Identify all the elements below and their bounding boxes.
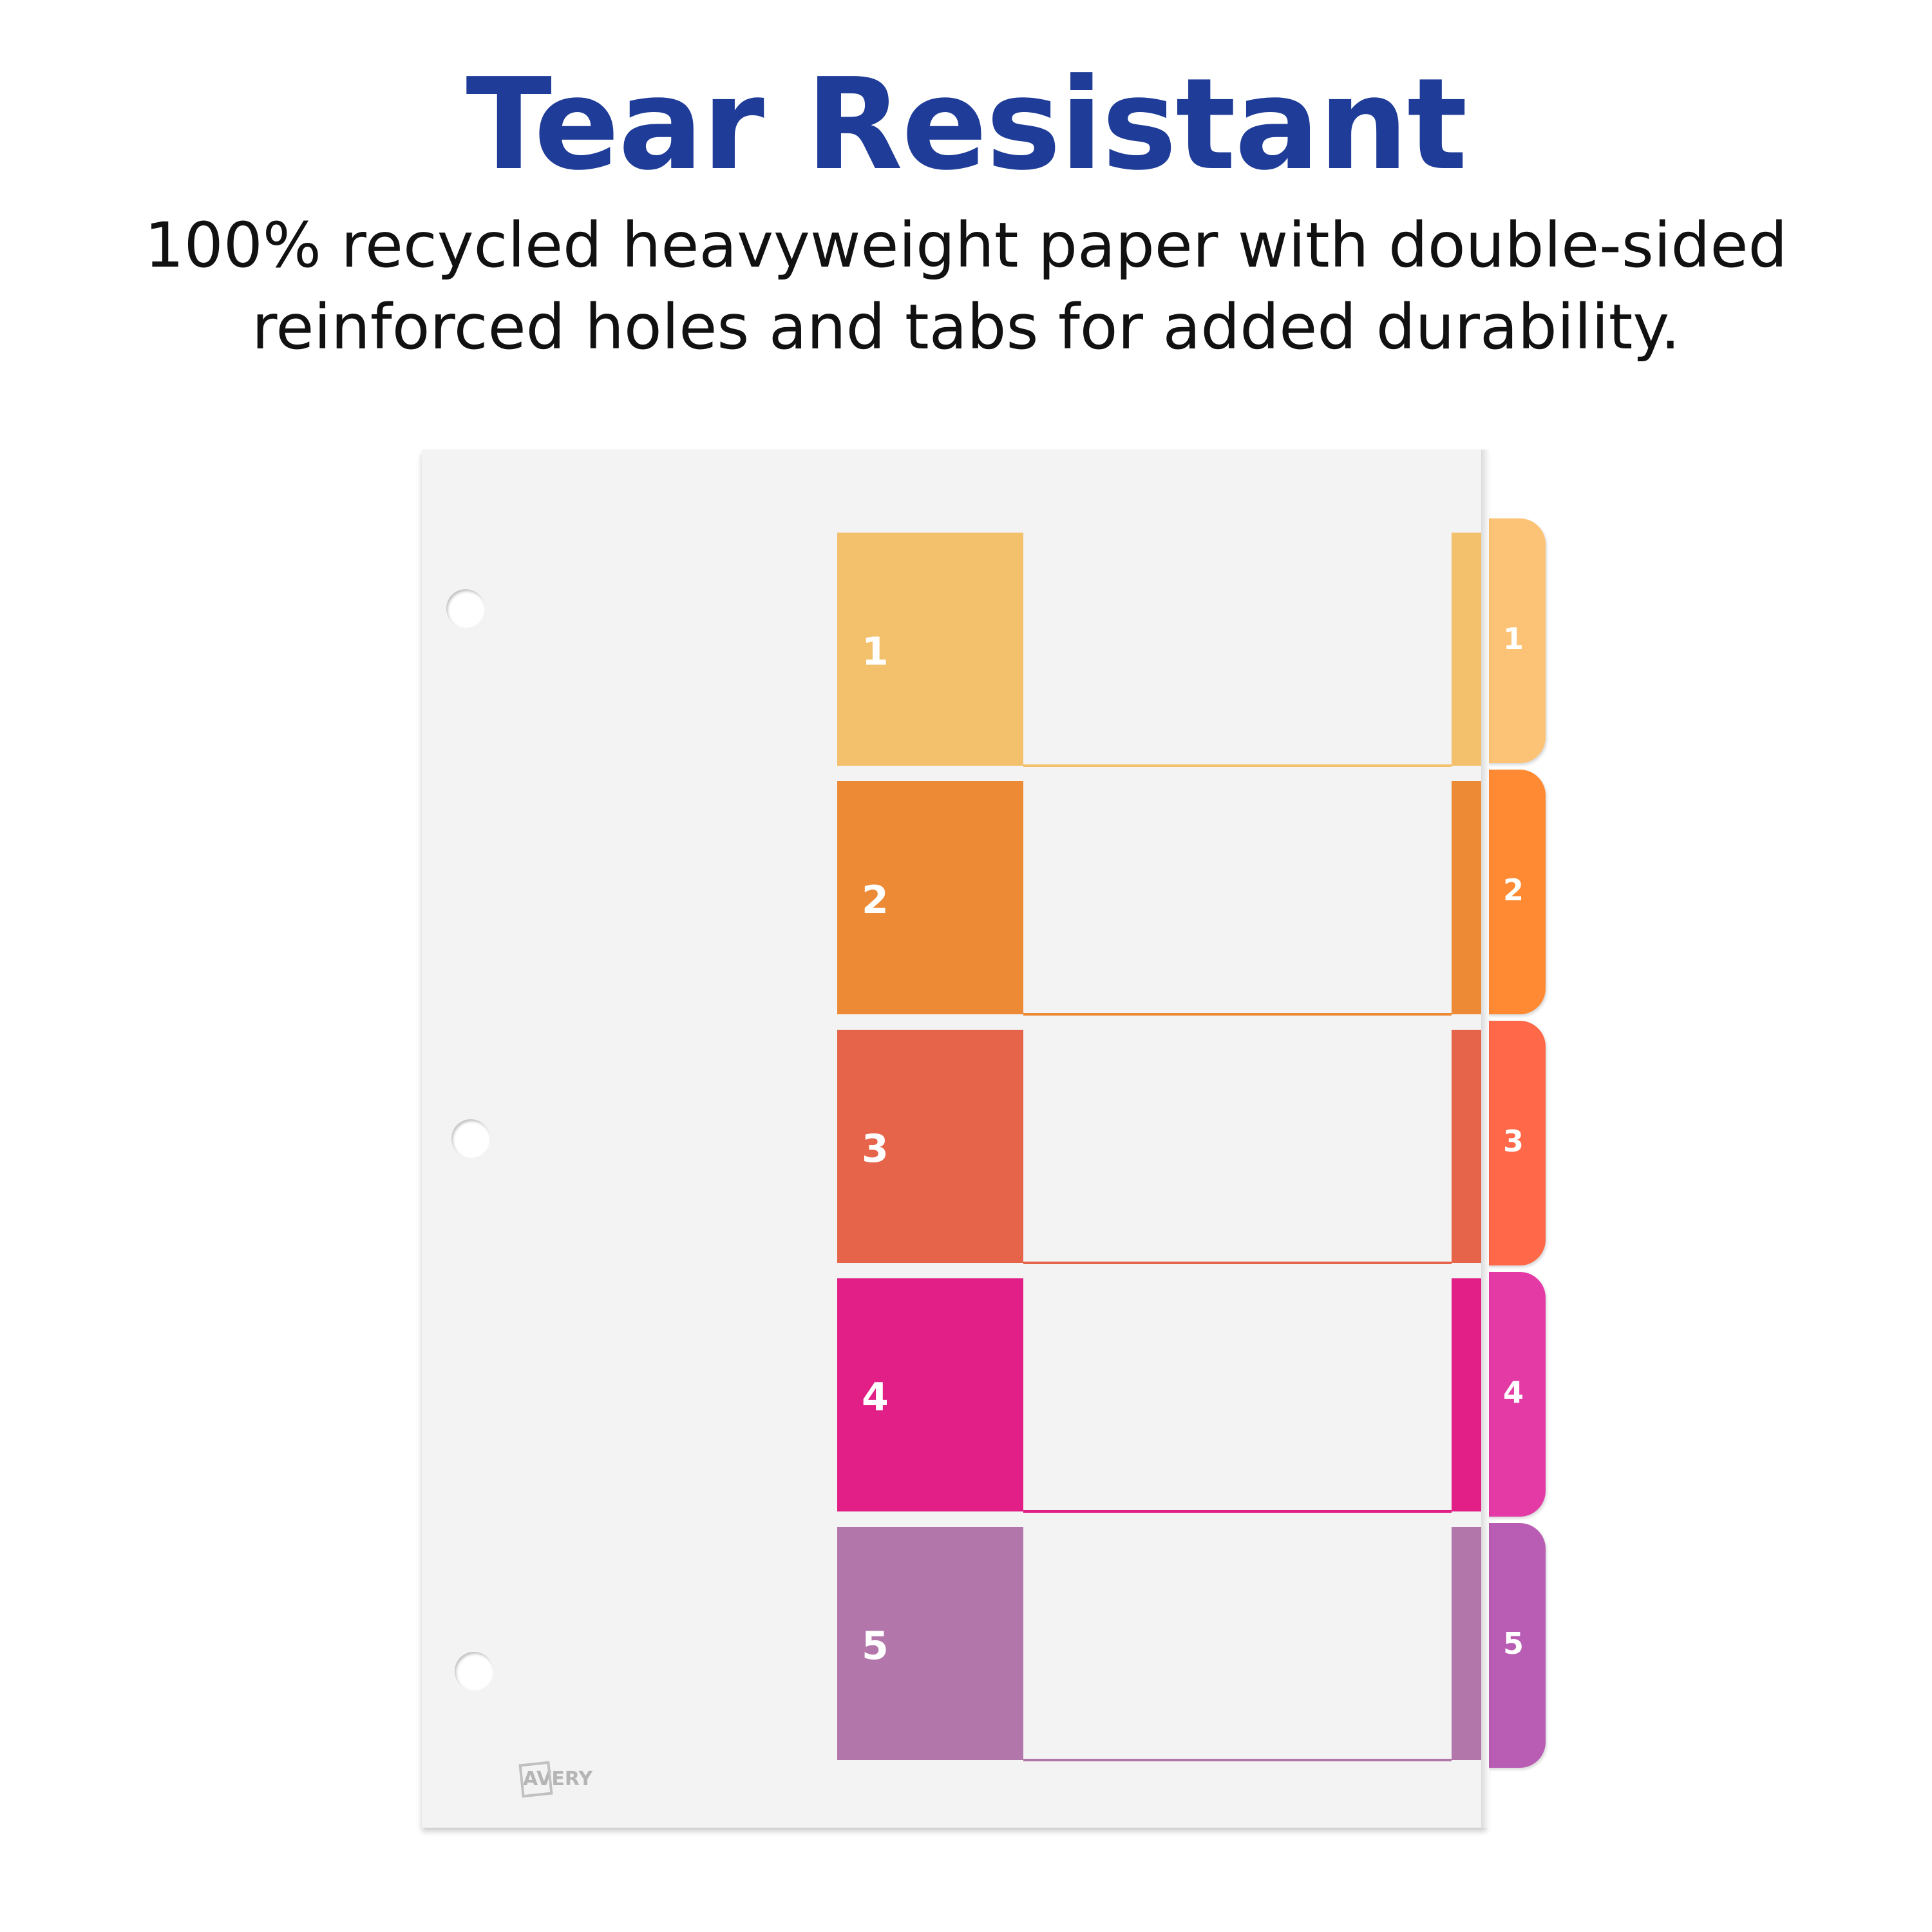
row-underline — [1023, 1262, 1452, 1264]
avery-logo: AVERY — [523, 1768, 593, 1790]
divider-tab-5[interactable]: 5 — [1488, 1523, 1546, 1768]
divider-tab-1[interactable]: 1 — [1488, 518, 1546, 763]
tab-label: 1 — [1502, 621, 1524, 656]
punch-hole — [446, 589, 485, 628]
tab-label: 4 — [1502, 1375, 1524, 1410]
punch-hole — [455, 1652, 493, 1690]
headline: Tear Resistant — [466, 52, 1467, 198]
row-edge-strip — [1452, 533, 1481, 766]
row-edge-strip — [1452, 1527, 1481, 1760]
divider-tab-4[interactable]: 4 — [1488, 1272, 1546, 1517]
subtitle-line-2: reinforced holes and tabs for added dura… — [251, 291, 1681, 363]
tab-row-color-block: 5 — [837, 1527, 1023, 1760]
row-underline — [1023, 1759, 1452, 1761]
row-number: 4 — [862, 1375, 889, 1420]
tab-row-color-block: 1 — [837, 533, 1023, 766]
row-number: 5 — [862, 1624, 889, 1669]
tab-label: 3 — [1502, 1124, 1524, 1159]
row-edge-strip — [1452, 781, 1481, 1014]
row-underline — [1023, 1510, 1452, 1513]
row-number: 2 — [862, 878, 889, 923]
row-number: 1 — [862, 629, 889, 674]
row-underline — [1023, 1013, 1452, 1016]
tab-label: 2 — [1502, 873, 1524, 907]
tab-row-color-block: 3 — [837, 1030, 1023, 1263]
row-underline — [1023, 764, 1452, 767]
tab-row-color-block: 4 — [837, 1278, 1023, 1511]
subtitle-line-1: 100% recycled heavyweight paper with dou… — [144, 209, 1788, 281]
tab-label: 5 — [1502, 1626, 1524, 1661]
divider-tab-2[interactable]: 2 — [1488, 770, 1546, 1014]
row-number: 3 — [862, 1126, 889, 1171]
tab-row-color-block: 2 — [837, 781, 1023, 1014]
sheet-edge — [1481, 450, 1489, 1828]
row-edge-strip — [1452, 1030, 1481, 1263]
row-edge-strip — [1452, 1278, 1481, 1511]
divider-tab-3[interactable]: 3 — [1488, 1021, 1546, 1265]
punch-hole — [451, 1119, 490, 1158]
